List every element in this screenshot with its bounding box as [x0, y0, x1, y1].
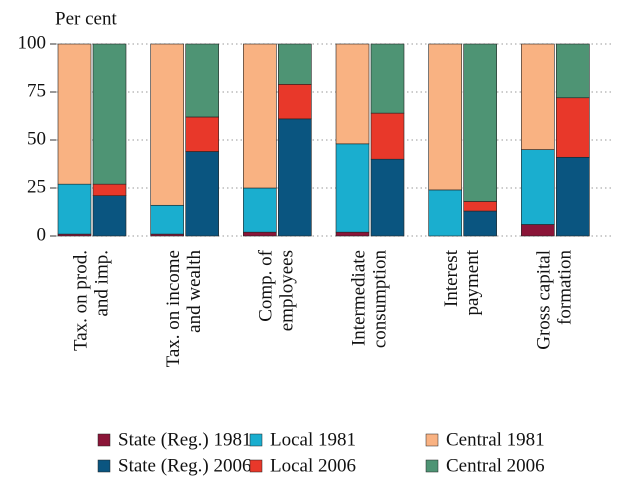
legend-swatch	[97, 433, 111, 447]
legend-swatch	[97, 459, 111, 473]
bar-segment	[463, 201, 497, 212]
x-tick-label: and wealth	[184, 250, 205, 333]
x-tick-label: payment	[462, 249, 483, 315]
bar-segment	[243, 43, 277, 189]
x-tick-label: Comp. of	[256, 249, 277, 321]
x-tick-label: employees	[277, 250, 298, 331]
bar-segment	[521, 149, 555, 225]
bar-segment	[556, 43, 590, 99]
bar-segment	[243, 231, 277, 237]
legend-swatch	[425, 459, 439, 473]
legend-label: State (Reg.) 1981	[118, 429, 252, 450]
y-tick-label: 0	[37, 224, 47, 245]
bar-segment	[278, 118, 312, 237]
bar-segment	[370, 112, 405, 160]
bar-segment	[463, 43, 497, 202]
bar-segment	[92, 183, 127, 196]
bar-segment	[150, 204, 184, 235]
bar-segment	[556, 156, 590, 237]
bar-segment	[428, 189, 462, 237]
bar-segment	[370, 43, 405, 114]
bar-segment	[92, 43, 127, 185]
x-tick-label: consumption	[369, 250, 390, 349]
legend-swatch	[249, 433, 263, 447]
x-tick-label: and imp.	[91, 250, 112, 317]
y-tick-label: 50	[27, 128, 46, 149]
bar-segment	[428, 43, 462, 191]
y-tick-label: 75	[27, 80, 46, 101]
y-tick-label: 25	[27, 176, 46, 197]
y-tick-label: 100	[18, 32, 47, 53]
bar-segment	[335, 43, 370, 145]
bar-segment	[57, 183, 92, 235]
legend-swatch	[249, 459, 263, 473]
bar-segment	[150, 43, 184, 206]
bar-segment	[185, 43, 219, 118]
legend-label: Central 1981	[446, 429, 545, 450]
x-tick-label: Gross capital	[534, 250, 555, 350]
x-tick-label: Interest	[441, 249, 462, 307]
x-tick-label: Tax. on income	[163, 250, 184, 367]
bar-segment	[370, 158, 405, 237]
bar-segment	[278, 84, 312, 120]
x-tick-label: Tax. on prod.	[70, 250, 91, 351]
bar-segment	[92, 195, 127, 237]
bar-segment	[463, 210, 497, 237]
legend-label: Local 1981	[270, 429, 356, 450]
bar-segment	[335, 143, 370, 233]
bar-segment	[521, 43, 555, 150]
legend-label: Local 2006	[270, 455, 356, 476]
bar-segment	[185, 151, 219, 237]
x-tick-label: Intermediate	[348, 250, 369, 346]
legend-swatch	[425, 433, 439, 447]
y-axis-label: Per cent	[55, 8, 117, 29]
bar-segment	[57, 43, 92, 185]
bar-segment	[335, 231, 370, 237]
x-tick-label: formation	[555, 250, 576, 325]
bar-segment	[185, 116, 219, 152]
legend-label: Central 2006	[446, 455, 545, 476]
legend-label: State (Reg.) 2006	[118, 455, 252, 476]
bar-segment	[556, 97, 590, 158]
bar-segment	[243, 187, 277, 233]
bar-segment	[521, 224, 555, 237]
bar-segment	[278, 43, 312, 85]
